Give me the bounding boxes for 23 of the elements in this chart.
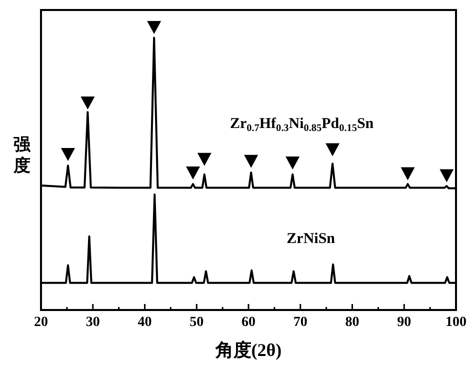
point (286, 156, 300, 170)
point (186, 166, 200, 180)
x-tick-label: 60 (242, 315, 256, 330)
y-axis-title: 强度 (12, 135, 32, 175)
x-tick-label: 40 (138, 315, 152, 330)
point (80, 96, 95, 110)
x-tick-label: 100 (446, 315, 466, 330)
point (60, 148, 75, 162)
x-tick-label: 80 (345, 315, 360, 330)
x-tick-label: 20 (34, 315, 48, 330)
point (147, 20, 162, 34)
x-tick-label: 30 (86, 315, 100, 330)
x-tick-label: 50 (190, 315, 204, 330)
x-tick-label: 70 (293, 315, 308, 330)
point (244, 154, 258, 168)
point (400, 167, 415, 180)
point (440, 169, 454, 182)
x-axis-title: 角度(2θ) (214, 340, 282, 360)
x-tick-label: 90 (397, 315, 412, 330)
text: Zr$_{0.7}$Hf$_{0.3}$Ni$_{0.85}$Pd$_{0.15}$Sn (230, 116, 374, 134)
series-label: ZrNiSn (286, 230, 336, 247)
point (326, 143, 340, 156)
point (197, 152, 212, 166)
